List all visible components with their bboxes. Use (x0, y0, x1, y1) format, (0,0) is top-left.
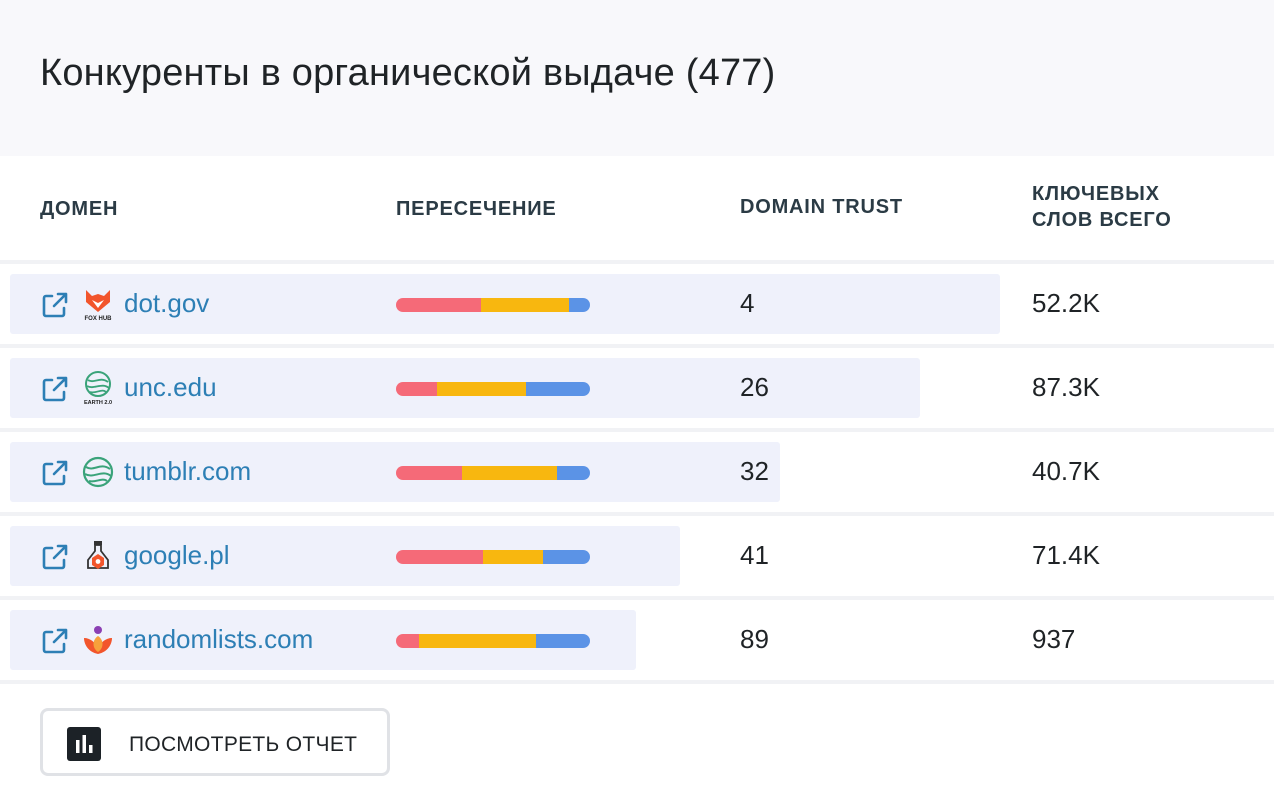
flask-logo-icon (87, 541, 109, 569)
overlap-bar (396, 382, 590, 396)
logo-caption: FOX HUB (85, 316, 113, 322)
domain-link[interactable]: unc.edu (124, 372, 217, 402)
row-divider (0, 428, 1274, 432)
domain-trust-value: 89 (740, 624, 769, 654)
domain-trust-value: 32 (740, 456, 769, 486)
keywords-total-value: 937 (1032, 624, 1076, 654)
external-link-icon[interactable] (40, 290, 70, 320)
external-link-icon[interactable] (40, 626, 70, 656)
overlap-bar (396, 466, 590, 480)
domain-link[interactable]: dot.gov (124, 288, 210, 318)
page-title: Конкуренты в органической выдаче (477) (40, 52, 776, 94)
row-divider (0, 680, 1274, 684)
lotus-logo-icon (84, 626, 112, 654)
overlap-bar (396, 550, 590, 564)
row-divider (0, 512, 1274, 516)
column-header-overlap: ПЕРЕСЕЧЕНИЕ (396, 198, 557, 220)
external-link-icon[interactable] (40, 374, 70, 404)
table-row: google.pl 41 71.4K (0, 526, 1274, 606)
overlap-segment-blue (543, 550, 590, 564)
overlap-segment-blue (525, 382, 590, 396)
domain-link[interactable]: google.pl (124, 540, 230, 570)
bar-chart-icon (67, 727, 101, 761)
overlap-segment-yellow (461, 466, 557, 480)
keywords-total-value: 40.7K (1032, 456, 1100, 486)
keywords-total-value: 71.4K (1032, 540, 1100, 570)
domain-trust-value: 4 (740, 288, 755, 318)
external-link-icon[interactable] (40, 542, 70, 572)
table-row: EARTH 2.0 unc.edu 26 87.3K (0, 358, 1274, 438)
fox-hub-logo-icon: FOX HUB (85, 290, 113, 322)
column-header-domain: ДОМЕН (40, 198, 119, 220)
column-header-keywords-line1: КЛЮЧЕВЫХ (1032, 183, 1160, 205)
overlap-segment-yellow (436, 382, 526, 396)
overlap-segment-blue (568, 298, 590, 312)
overlap-segment-yellow (483, 550, 544, 564)
overlap-segment-yellow (481, 298, 569, 312)
overlap-segment-red (396, 634, 420, 648)
column-header-keywords-line2: СЛОВ ВСЕГО (1032, 209, 1172, 231)
row-divider (0, 344, 1274, 348)
column-header-domain-trust: DOMAIN TRUST (740, 196, 903, 218)
overlap-segment-blue (535, 634, 590, 648)
logo-caption: EARTH 2.0 (84, 400, 112, 406)
overlap-segment-blue (557, 466, 590, 480)
domain-trust-value: 26 (740, 372, 769, 402)
overlap-segment-red (396, 298, 482, 312)
row-divider (0, 596, 1274, 600)
overlap-segment-red (396, 382, 437, 396)
domain-link[interactable]: tumblr.com (124, 456, 252, 486)
panel-header: Конкуренты в органической выдаче (477) (0, 0, 1274, 156)
trust-highlight (10, 442, 780, 502)
header-divider (0, 260, 1274, 264)
column-header-keywords: КЛЮЧЕВЫХ СЛОВ ВСЕГО (1032, 181, 1172, 233)
overlap-bar (396, 634, 590, 648)
keywords-total-value: 52.2K (1032, 288, 1100, 318)
view-report-label: ПОСМОТРЕТЬ ОТЧЕТ (129, 733, 358, 756)
table-row: randomlists.com 89 937 (0, 610, 1274, 690)
overlap-segment-red (396, 550, 484, 564)
overlap-bar (396, 298, 590, 312)
external-link-icon[interactable] (40, 458, 70, 488)
table-row: FOX HUB dot.gov 4 52.2K (0, 274, 1274, 354)
domain-trust-value: 41 (740, 540, 769, 570)
domain-link[interactable]: randomlists.com (124, 624, 314, 654)
view-report-button[interactable]: ПОСМОТРЕТЬ ОТЧЕТ (40, 708, 390, 776)
overlap-segment-yellow (419, 634, 536, 648)
keywords-total-value: 87.3K (1032, 372, 1100, 402)
earth-logo-icon: EARTH 2.0 (84, 371, 112, 406)
table-row: tumblr.com 32 40.7K (0, 442, 1274, 522)
overlap-segment-red (396, 466, 462, 480)
earth-logo-icon (82, 456, 114, 488)
